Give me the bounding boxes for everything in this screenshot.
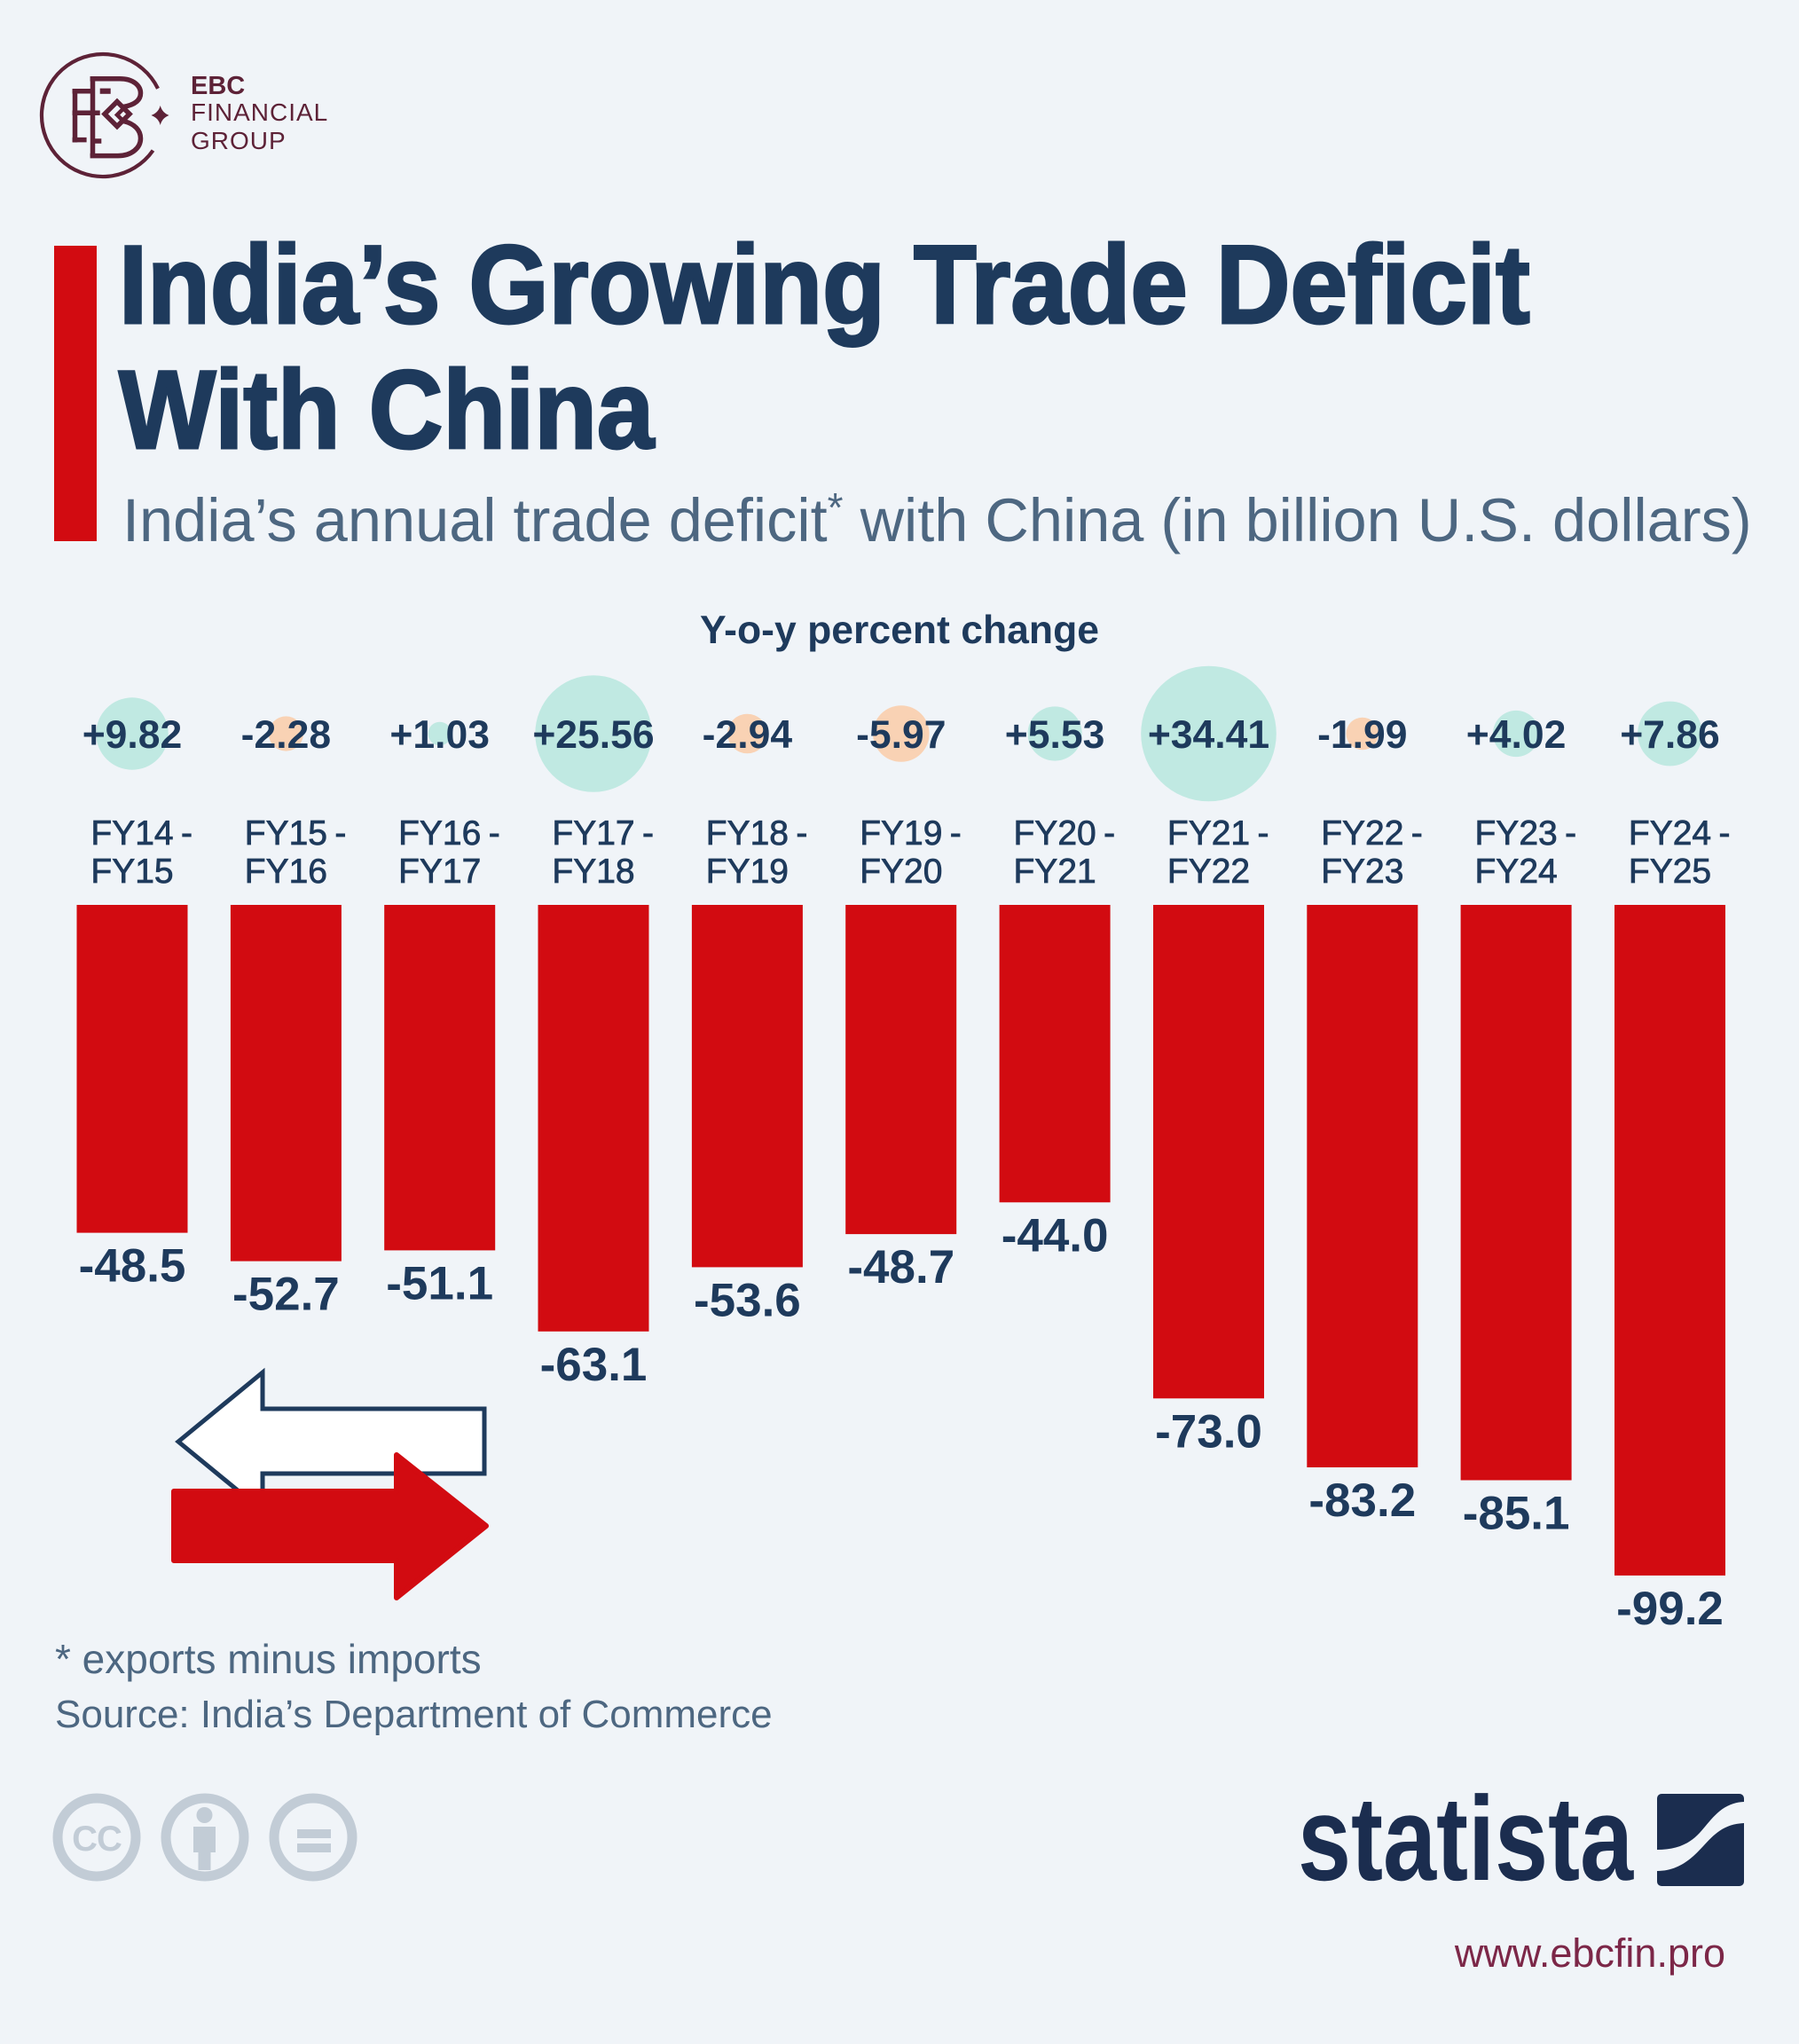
svg-text:EBC: EBC xyxy=(191,72,245,100)
svg-text:-: - xyxy=(334,814,346,853)
svg-text:FY15: FY15 xyxy=(245,814,327,853)
svg-text:FY23: FY23 xyxy=(1321,853,1403,891)
svg-text:FY19: FY19 xyxy=(706,853,789,891)
svg-text:FY16: FY16 xyxy=(398,814,481,853)
svg-text:FY24: FY24 xyxy=(1474,853,1557,891)
svg-text:-44.0: -44.0 xyxy=(1002,1209,1109,1262)
svg-text:FY21: FY21 xyxy=(1167,814,1250,853)
svg-text:-48.7: -48.7 xyxy=(847,1241,954,1293)
svg-text:FY15: FY15 xyxy=(90,853,173,891)
svg-text:-51.1: -51.1 xyxy=(386,1257,493,1309)
svg-text:FY17: FY17 xyxy=(398,853,481,891)
svg-text:+25.56: +25.56 xyxy=(532,713,654,757)
svg-text:-52.7: -52.7 xyxy=(232,1269,340,1321)
svg-text:-: - xyxy=(642,814,654,853)
svg-text:FY18: FY18 xyxy=(552,853,634,891)
svg-text:-: - xyxy=(796,814,807,853)
svg-text:www.ebcfin.pro: www.ebcfin.pro xyxy=(1454,1930,1725,1976)
svg-text:-48.5: -48.5 xyxy=(79,1240,186,1293)
svg-text:FY20: FY20 xyxy=(1013,814,1096,853)
svg-text:FY17: FY17 xyxy=(552,814,634,853)
svg-text:FY22: FY22 xyxy=(1321,814,1403,853)
svg-text:-83.2: -83.2 xyxy=(1308,1474,1416,1527)
svg-text:-: - xyxy=(1565,814,1576,853)
svg-text:-: - xyxy=(1258,814,1269,853)
svg-text:FY14: FY14 xyxy=(90,814,173,853)
svg-text:FY20: FY20 xyxy=(860,853,942,891)
svg-text:+34.41: +34.41 xyxy=(1148,713,1269,757)
svg-text:-5.97: -5.97 xyxy=(856,713,946,757)
svg-text:GROUP: GROUP xyxy=(191,127,287,154)
svg-text:FY18: FY18 xyxy=(706,814,789,853)
svg-text:+4.02: +4.02 xyxy=(1466,713,1567,757)
svg-text:-: - xyxy=(950,814,962,853)
svg-text:FY24: FY24 xyxy=(1629,814,1711,853)
svg-text:-2.28: -2.28 xyxy=(241,713,331,757)
svg-text:-: - xyxy=(489,814,500,853)
svg-text:statista: statista xyxy=(1298,1771,1634,1905)
svg-text:-: - xyxy=(1104,814,1115,853)
svg-text:FY23: FY23 xyxy=(1474,814,1557,853)
svg-text:FY16: FY16 xyxy=(245,853,327,891)
svg-text:-: - xyxy=(1719,814,1731,853)
svg-text:India’s annual trade deficit*: India’s annual trade deficit* with China… xyxy=(122,484,1752,554)
svg-text:FY19: FY19 xyxy=(860,814,942,853)
svg-text:-: - xyxy=(1411,814,1423,853)
svg-text:* exports minus imports: * exports minus imports xyxy=(55,1636,482,1682)
svg-text:With China: With China xyxy=(119,348,655,472)
svg-text:Y-o-y percent change: Y-o-y percent change xyxy=(700,609,1099,652)
svg-text:-85.1: -85.1 xyxy=(1463,1488,1570,1540)
svg-text:FY25: FY25 xyxy=(1629,853,1711,891)
svg-text:-2.94: -2.94 xyxy=(703,713,793,757)
svg-text:-53.6: -53.6 xyxy=(694,1274,801,1326)
svg-text:India’s Growing Trade Deficit: India’s Growing Trade Deficit xyxy=(119,223,1530,347)
svg-text:-99.2: -99.2 xyxy=(1616,1583,1724,1635)
svg-text:FY21: FY21 xyxy=(1013,853,1096,891)
svg-text:-1.99: -1.99 xyxy=(1317,713,1407,757)
svg-text:-: - xyxy=(181,814,192,853)
svg-text:FY22: FY22 xyxy=(1167,853,1250,891)
svg-text:-63.1: -63.1 xyxy=(540,1339,648,1391)
svg-text:FINANCIAL: FINANCIAL xyxy=(191,98,328,126)
svg-text:+7.86: +7.86 xyxy=(1620,713,1720,757)
svg-text:-73.0: -73.0 xyxy=(1155,1405,1262,1458)
svg-text:+5.53: +5.53 xyxy=(1005,713,1105,757)
svg-text:+1.03: +1.03 xyxy=(389,713,490,757)
svg-text:CC: CC xyxy=(72,1820,122,1859)
svg-text:+9.82: +9.82 xyxy=(82,713,183,757)
svg-text:Source: India’s Department of: Source: India’s Department of Commerce xyxy=(55,1693,773,1736)
